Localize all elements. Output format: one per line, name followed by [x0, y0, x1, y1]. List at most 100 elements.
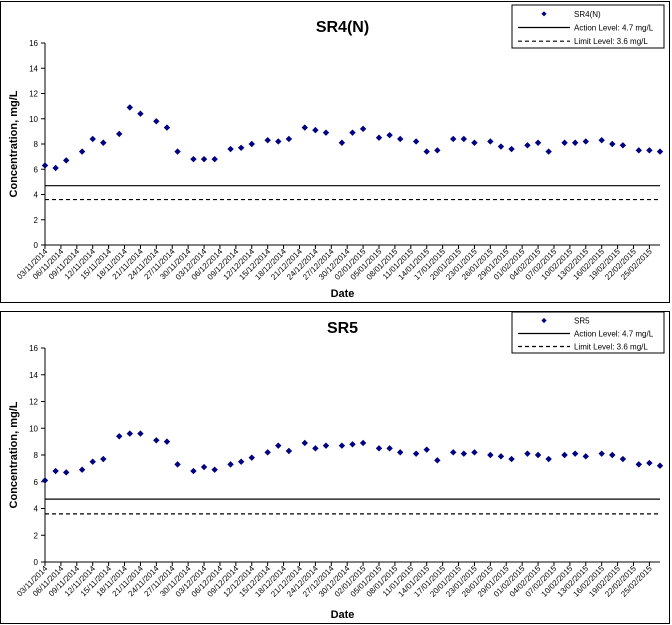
data-point [301, 124, 308, 131]
y-tick-label: 8 [34, 451, 39, 460]
data-point [200, 155, 208, 163]
y-tick-label: 0 [34, 558, 39, 567]
legend-swatch-marker [541, 11, 547, 17]
data-point [163, 124, 171, 131]
data-point [609, 140, 616, 148]
data-point [497, 143, 505, 150]
data-point [450, 135, 457, 143]
y-tick-label: 2 [34, 216, 39, 225]
data-point [561, 139, 568, 146]
data-point [100, 455, 107, 463]
data-point [598, 450, 605, 457]
data-point [434, 457, 441, 464]
data-point [397, 449, 404, 456]
data-point [126, 104, 134, 111]
data-point [619, 455, 627, 463]
y-tick-label: 10 [29, 115, 38, 124]
y-tick-label: 8 [34, 140, 39, 149]
y-tick-label: 6 [34, 165, 39, 174]
data-point [248, 140, 255, 148]
y-tick-label: 14 [29, 64, 38, 73]
y-tick-label: 14 [29, 371, 38, 380]
data-point [471, 449, 478, 456]
data-point [116, 433, 123, 440]
data-point [646, 147, 653, 154]
data-point [460, 135, 468, 143]
data-point [174, 148, 181, 155]
data-point [237, 458, 245, 465]
legend-entry-label: Limit Level: 3.6 mg/L [574, 37, 648, 46]
data-point [412, 450, 420, 457]
data-point [386, 131, 393, 139]
legend-swatch-marker [541, 317, 547, 324]
data-point [450, 449, 457, 456]
data-point [285, 135, 293, 143]
chart-panel-sr5: SR5 0 2 4 6 8 10 12 14 16 03/11/2014 06/11/2014 09/1… [0, 311, 670, 624]
data-point [375, 445, 383, 452]
data-point [200, 463, 208, 471]
data-point [41, 477, 49, 484]
data-point [460, 450, 468, 457]
data-point [275, 442, 282, 449]
data-point [423, 446, 430, 453]
chart-title: SR4(N) [316, 19, 369, 36]
data-point [190, 155, 197, 163]
data-point [137, 430, 144, 437]
data-point [534, 139, 542, 146]
data-point [487, 451, 494, 459]
chart-title: SR5 [327, 320, 358, 337]
data-point [89, 458, 96, 465]
data-point [153, 437, 160, 444]
data-point [301, 439, 308, 447]
data-point [116, 130, 123, 138]
data-point [126, 430, 134, 437]
data-point [190, 467, 197, 475]
data-point [412, 138, 420, 145]
y-tick-label: 4 [34, 191, 39, 200]
y-tick-label: 16 [29, 344, 38, 353]
data-point [163, 438, 171, 445]
legend-entry-label: Action Level: 4.7 mg/L [574, 24, 654, 33]
y-tick-label: 12 [29, 90, 38, 99]
data-point [78, 148, 86, 155]
y-tick-label: 2 [34, 531, 39, 540]
data-point [227, 145, 234, 153]
data-point [359, 439, 367, 447]
data-point [619, 142, 627, 149]
data-point [545, 148, 552, 155]
y-tick-label: 12 [29, 398, 38, 407]
x-axis-label: Date [331, 609, 355, 621]
data-point [52, 467, 59, 475]
data-point [582, 138, 589, 145]
data-point [338, 442, 346, 449]
legend-entry-label: Limit Level: 3.6 mg/L [574, 343, 648, 352]
data-point [656, 148, 664, 155]
data-point [174, 461, 181, 468]
data-point [312, 445, 319, 452]
data-point [322, 129, 330, 136]
data-point [635, 147, 642, 154]
data-point [100, 139, 107, 146]
data-point [397, 135, 404, 143]
data-point [524, 450, 531, 457]
data-point [375, 134, 383, 141]
data-point [338, 139, 346, 146]
legend: SR5 Action Level: 4.7 mg/L Limit Level: 3.… [511, 312, 665, 354]
data-point [237, 144, 245, 151]
data-point [508, 145, 515, 153]
data-point [63, 469, 70, 476]
y-axis-label: Concentration, mg/L [8, 401, 20, 508]
data-point [285, 447, 293, 455]
data-point [386, 445, 393, 452]
data-point [487, 138, 494, 145]
chart-svg: SR4(N)024681012141603/11/201406/11/20140… [8, 4, 665, 300]
data-point [656, 462, 664, 469]
data-point [275, 138, 282, 145]
data-point [137, 110, 144, 117]
data-point [571, 139, 579, 146]
legend-entry-label: SR5 [574, 317, 590, 326]
data-point [598, 137, 605, 144]
data-point [359, 125, 367, 133]
chart-panel-sr4n: SR4(N) 0 2 4 6 8 10 12 14 16 03/11/2014 06/11/2014 0… [0, 1, 670, 303]
